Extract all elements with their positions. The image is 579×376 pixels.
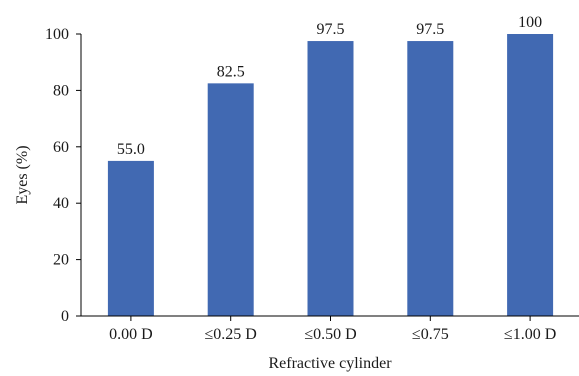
x-tick-label-4: ≤0.75 xyxy=(412,326,449,343)
y-tick-label-20: 20 xyxy=(53,252,69,269)
data-label-5: 100 xyxy=(518,14,542,31)
x-tick-label-3: ≤0.50 D xyxy=(304,326,356,343)
data-label-2: 82.5 xyxy=(217,63,245,80)
x-tick-label-2: ≤0.25 D xyxy=(205,326,257,343)
data-label-3: 97.5 xyxy=(317,21,345,38)
data-label-1: 55.0 xyxy=(117,141,145,158)
y-tick-label-80: 80 xyxy=(53,82,69,99)
y-tick-label-40: 40 xyxy=(53,195,69,212)
bar-4 xyxy=(407,41,454,317)
y-ticks-group: 0 20 40 60 80 100 xyxy=(45,26,81,325)
x-tick-label-1: 0.00 D xyxy=(109,326,153,343)
bar-5 xyxy=(507,34,554,316)
y-tick-label-0: 0 xyxy=(61,308,69,325)
bar-1 xyxy=(107,160,154,316)
x-ticks-group: 0.00 D ≤0.25 D ≤0.50 D ≤0.75 ≤1.00 D xyxy=(109,316,556,343)
bar-2 xyxy=(207,83,254,316)
y-tick-label-60: 60 xyxy=(53,139,69,156)
bars-group xyxy=(107,34,554,317)
data-label-4: 97.5 xyxy=(416,21,444,38)
x-axis-title: Refractive cylinder xyxy=(268,355,392,372)
y-tick-label-100: 100 xyxy=(45,26,69,43)
y-axis-title: Eyes (%) xyxy=(14,145,31,204)
x-tick-label-5: ≤1.00 D xyxy=(504,326,556,343)
data-labels-group: 55.0 82.5 97.5 97.5 100 xyxy=(117,14,542,158)
bar-3 xyxy=(307,41,354,317)
